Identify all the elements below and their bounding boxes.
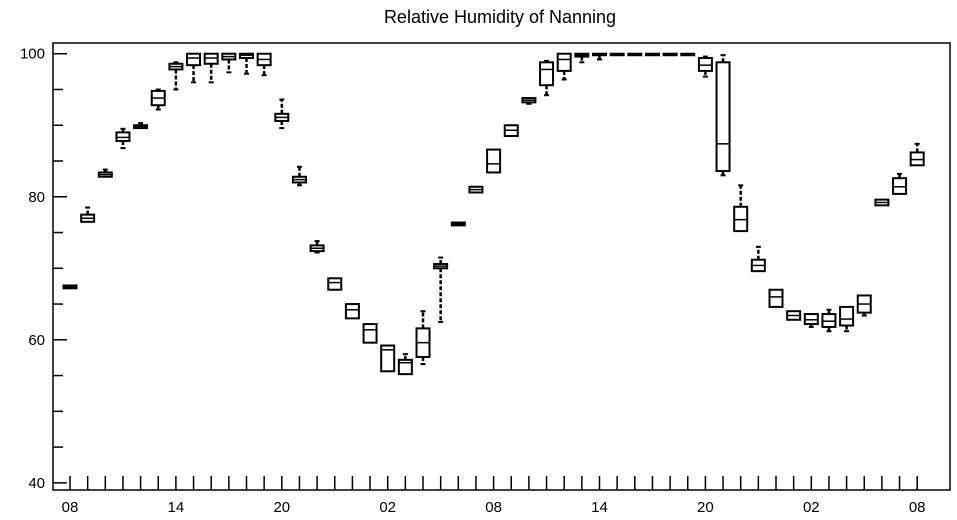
box-item xyxy=(680,52,696,57)
box-item xyxy=(344,303,360,320)
x-tick-label: 20 xyxy=(273,499,290,516)
y-tick-label: 40 xyxy=(28,475,45,492)
box-item xyxy=(556,52,572,81)
box-item xyxy=(309,240,325,254)
box-item xyxy=(62,284,78,290)
x-tick-label: 20 xyxy=(697,499,714,516)
y-tick-label: 60 xyxy=(28,332,45,349)
box-item xyxy=(821,308,837,333)
box-item xyxy=(874,198,890,207)
box-item xyxy=(327,277,343,291)
box-item xyxy=(697,55,713,78)
box-item xyxy=(450,221,466,227)
box-item xyxy=(256,52,272,77)
y-tick-label: 80 xyxy=(28,189,45,206)
box-item xyxy=(539,59,555,97)
box-iqr xyxy=(362,323,378,344)
box-item xyxy=(592,52,607,61)
box-item xyxy=(168,61,184,91)
box-iqr xyxy=(539,61,555,87)
boxes-layer xyxy=(62,52,925,376)
box-iqr xyxy=(186,52,202,67)
x-tick-label: 08 xyxy=(909,499,926,516)
box-item xyxy=(662,52,678,57)
box-iqr xyxy=(556,52,572,72)
box-item xyxy=(503,124,519,137)
x-tick-label: 14 xyxy=(168,499,185,516)
box-item xyxy=(150,88,166,111)
box-item xyxy=(609,52,625,57)
box-item xyxy=(221,52,237,74)
box-item xyxy=(362,323,378,344)
chart-title: Relative Humidity of Nanning xyxy=(384,7,616,27)
box-item xyxy=(892,172,908,195)
box-item xyxy=(186,52,202,84)
plot-frame xyxy=(52,42,951,491)
box-iqr xyxy=(715,61,731,173)
box-item xyxy=(468,185,484,194)
box-item xyxy=(856,294,872,317)
box-item xyxy=(80,206,96,223)
box-iqr xyxy=(768,288,784,308)
box-item xyxy=(715,54,731,177)
box-item xyxy=(115,127,131,150)
box-item xyxy=(239,52,254,75)
box-item xyxy=(291,165,307,187)
y-axis: 40 60 80 100 xyxy=(20,46,67,492)
box-item xyxy=(486,148,502,174)
x-tick-label: 02 xyxy=(379,499,396,516)
box-item xyxy=(768,288,784,308)
box-item xyxy=(733,184,749,233)
box-item xyxy=(415,310,431,366)
box-item xyxy=(644,52,660,57)
x-tick-label: 08 xyxy=(485,499,502,516)
box-item xyxy=(397,353,413,376)
box-item xyxy=(574,52,590,64)
box-item xyxy=(133,122,149,130)
box-item xyxy=(803,313,819,328)
x-tick-label: 14 xyxy=(591,499,608,516)
x-axis: 08 14 20 02 08 14 20 02 08 xyxy=(62,476,926,516)
x-tick-label: 02 xyxy=(803,499,820,516)
box-iqr xyxy=(380,344,396,373)
box-iqr xyxy=(486,148,502,174)
box-item xyxy=(627,52,643,57)
box-item xyxy=(909,142,925,167)
box-item xyxy=(274,98,290,130)
box-item xyxy=(97,168,113,178)
box-iqr xyxy=(839,305,855,327)
box-item xyxy=(750,245,766,273)
y-tick-label: 100 xyxy=(20,46,45,63)
box-iqr xyxy=(344,303,360,320)
box-iqr xyxy=(327,277,343,291)
box-item xyxy=(380,344,396,373)
box-item xyxy=(521,97,537,105)
x-tick-label: 08 xyxy=(62,499,79,516)
box-item xyxy=(786,310,802,321)
box-item xyxy=(433,256,449,323)
box-item xyxy=(839,305,855,333)
box-item xyxy=(203,52,219,84)
